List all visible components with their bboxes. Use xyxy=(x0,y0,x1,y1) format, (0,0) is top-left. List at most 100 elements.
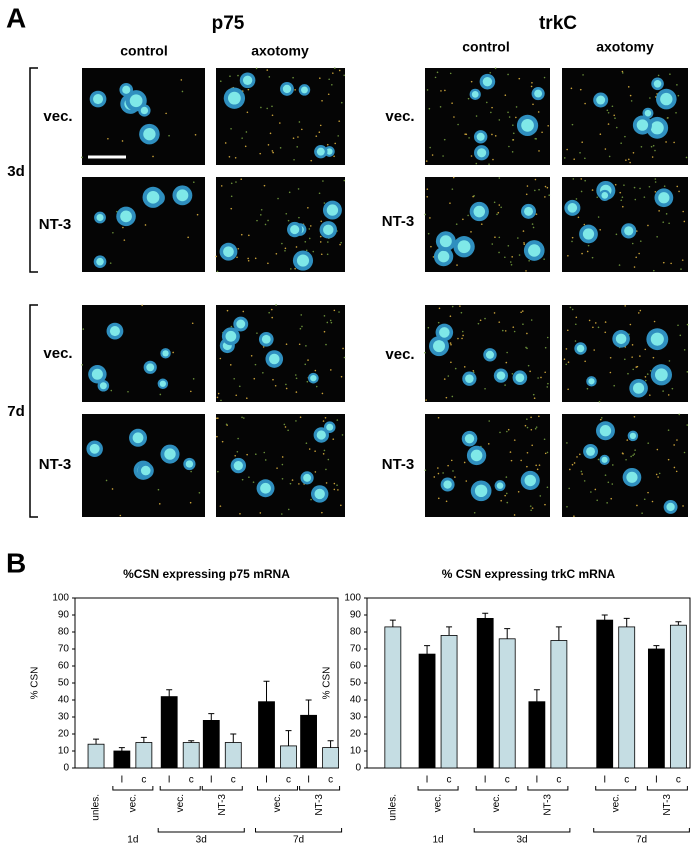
grain xyxy=(531,223,534,225)
cell-core xyxy=(477,148,487,158)
grain xyxy=(325,482,328,484)
grain xyxy=(315,385,318,388)
grain xyxy=(272,151,274,154)
panel-label: B xyxy=(6,547,26,578)
grain xyxy=(263,451,266,454)
grain xyxy=(498,321,501,323)
grain xyxy=(450,343,452,346)
grain xyxy=(323,202,326,204)
category-label: NT-3 xyxy=(662,794,673,816)
grain xyxy=(507,111,509,114)
error-bar xyxy=(504,628,511,639)
series-label: I xyxy=(603,775,606,786)
grain xyxy=(637,312,640,314)
grain xyxy=(639,240,642,242)
error-bar xyxy=(188,740,195,743)
grain xyxy=(521,310,524,312)
grain xyxy=(609,356,612,359)
cell-core xyxy=(474,484,488,498)
grain xyxy=(237,437,239,440)
cell-core xyxy=(143,127,156,141)
grain xyxy=(525,193,528,196)
cell-core xyxy=(633,382,645,394)
grain xyxy=(505,492,508,495)
grain xyxy=(244,145,247,148)
grain xyxy=(190,390,192,393)
grain xyxy=(639,355,641,357)
group-label: 1d xyxy=(432,835,443,846)
bracket xyxy=(29,67,38,518)
grain xyxy=(500,499,502,502)
grain xyxy=(565,363,568,366)
error-bar xyxy=(653,645,660,649)
cell-core xyxy=(146,191,160,204)
cell-core xyxy=(588,378,595,385)
bar xyxy=(280,745,297,769)
grain xyxy=(523,243,526,246)
grain xyxy=(613,384,615,387)
grain xyxy=(682,210,684,213)
grain xyxy=(307,207,309,209)
grain xyxy=(667,394,670,396)
grain xyxy=(604,148,607,150)
grain xyxy=(566,148,568,151)
grain xyxy=(652,144,655,147)
grain xyxy=(279,147,282,149)
grain xyxy=(513,439,516,441)
grain xyxy=(456,264,458,266)
cell-core xyxy=(433,340,445,353)
grain xyxy=(215,255,218,258)
micrograph xyxy=(425,414,550,517)
grain xyxy=(488,163,490,165)
cell-core xyxy=(473,205,486,218)
grain xyxy=(473,511,476,514)
cell-core xyxy=(314,488,325,500)
cell-core xyxy=(482,76,493,87)
grain xyxy=(319,124,322,127)
cell-core xyxy=(109,326,120,337)
grain xyxy=(306,380,309,383)
group-label: 7d xyxy=(636,835,647,846)
bracket xyxy=(257,786,299,791)
grain xyxy=(522,323,524,325)
y-axis-label: % CSN xyxy=(30,667,41,700)
cell-core xyxy=(323,224,334,236)
grain xyxy=(217,470,219,473)
grain xyxy=(673,466,676,469)
grain xyxy=(330,321,333,324)
grain xyxy=(425,160,428,162)
grain xyxy=(287,219,290,222)
grain xyxy=(305,442,308,445)
cell-core xyxy=(140,465,151,476)
grain xyxy=(452,470,454,472)
grain xyxy=(450,361,452,364)
cell-core xyxy=(470,449,483,462)
grain xyxy=(571,240,573,243)
group-bracket xyxy=(157,828,245,833)
grain xyxy=(226,309,229,312)
grain xyxy=(426,89,429,91)
grain xyxy=(683,451,686,454)
grain xyxy=(627,86,630,88)
grain xyxy=(82,328,85,330)
grain xyxy=(310,159,313,162)
grain xyxy=(565,348,568,350)
grain xyxy=(634,198,637,201)
grain xyxy=(230,195,233,198)
grain xyxy=(532,226,535,229)
cell-core xyxy=(521,119,534,132)
grain xyxy=(520,311,522,314)
error-bar xyxy=(285,730,292,746)
cell-core xyxy=(660,92,673,106)
grain xyxy=(159,393,162,396)
grain xyxy=(512,326,515,328)
grain xyxy=(299,416,302,419)
grain xyxy=(632,368,635,371)
grain xyxy=(529,370,531,373)
grain xyxy=(540,376,542,379)
grain xyxy=(264,223,267,226)
grain xyxy=(479,319,482,322)
grain xyxy=(467,214,469,217)
grain xyxy=(517,490,520,493)
grain xyxy=(460,311,463,314)
